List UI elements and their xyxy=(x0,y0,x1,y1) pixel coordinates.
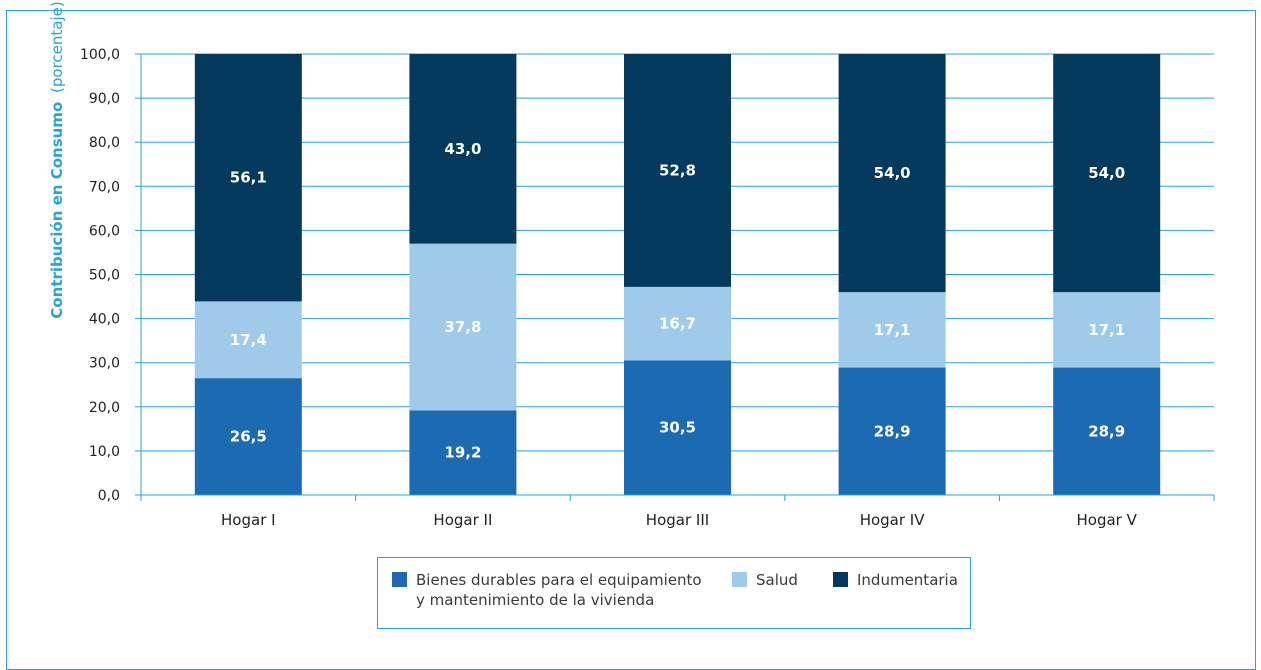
bar-segment-3 xyxy=(1053,54,1161,293)
bar-segment-3 xyxy=(409,54,517,244)
bar-segment-1 xyxy=(409,410,517,495)
stacked-bar-chart: 0,0 10,0 20,0 30,0 40,0 50,0 60,0 70,0 80,0 90,0 1… xyxy=(48,1,1215,529)
legend-swatch-bienes-durables xyxy=(392,572,407,587)
x-tick-label: Hogar II xyxy=(433,511,492,529)
y-axis-title: Contribución en Consumo (porcentaje) xyxy=(48,1,66,318)
legend-item-salud: Salud xyxy=(732,570,798,590)
legend-label-indumentaria: Indumentaria xyxy=(857,571,958,589)
data-label: 28,9 xyxy=(874,422,911,440)
data-label: 26,5 xyxy=(230,428,267,446)
data-label: 54,0 xyxy=(874,164,911,182)
bar-segment-2 xyxy=(409,243,517,411)
bar-segment-1 xyxy=(194,378,302,495)
bar-segment-2 xyxy=(1053,292,1161,368)
data-label: 16,7 xyxy=(659,315,696,333)
bar-segment-2 xyxy=(194,301,302,379)
y-axis-title-bold: Contribución en Consumo xyxy=(48,102,66,319)
legend-label-bienes-durables: Bienes durables para el equipamiento y m… xyxy=(416,570,702,610)
data-label: 43,0 xyxy=(444,140,481,158)
y-tick-label: 90,0 xyxy=(89,91,120,107)
y-tick-label: 50,0 xyxy=(89,268,120,284)
data-label: 19,2 xyxy=(444,444,481,462)
x-axis: Hogar I Hogar II Hogar III Hogar IV Hogar V xyxy=(140,494,1215,529)
data-label: 17,4 xyxy=(230,331,267,349)
y-tick-label: 30,0 xyxy=(89,356,120,372)
data-label: 54,0 xyxy=(1088,164,1125,182)
legend-label-salud: Salud xyxy=(756,571,798,589)
x-tick-label: Hogar III xyxy=(646,511,709,529)
legend-label-line1: Bienes durables para el equipamiento xyxy=(416,571,702,589)
data-label: 28,9 xyxy=(1088,422,1125,440)
legend-item-bienes-durables: Bienes durables para el equipamiento y m… xyxy=(392,570,702,610)
bar-segment-3 xyxy=(624,54,731,287)
data-label: 17,1 xyxy=(874,321,911,339)
y-tick-label: 100,0 xyxy=(80,47,120,63)
x-tick-label: Hogar V xyxy=(1077,511,1138,529)
y-tick-label: 80,0 xyxy=(89,135,120,151)
bar-segment-3 xyxy=(838,54,946,293)
legend-label-line2: y mantenimiento de la vivienda xyxy=(416,591,655,609)
bar-segment-1 xyxy=(624,360,731,495)
bars: 26,5 17,4 56,1 19,2 37,8 43,0 30,5 16,7 52,8 28,9… xyxy=(194,54,1161,495)
bar-segment-1 xyxy=(1053,367,1161,495)
data-label: 17,1 xyxy=(1088,321,1125,339)
y-axis: 0,0 10,0 20,0 30,0 40,0 50,0 60,0 70,0 80,0 90,0 1… xyxy=(80,47,142,504)
y-tick-label: 20,0 xyxy=(89,400,120,416)
y-tick-label: 10,0 xyxy=(89,444,120,460)
x-tick-label: Hogar IV xyxy=(860,511,926,529)
y-tick-label: 70,0 xyxy=(89,179,120,195)
bar-segment-2 xyxy=(838,292,946,368)
y-tick-label: 60,0 xyxy=(89,223,120,239)
legend: Bienes durables para el equipamiento y m… xyxy=(377,557,971,629)
data-label: 37,8 xyxy=(444,318,481,336)
legend-swatch-indumentaria xyxy=(833,572,848,587)
y-tick-label: 0,0 xyxy=(98,488,120,504)
data-label: 30,5 xyxy=(659,419,696,437)
y-tick-label: 40,0 xyxy=(89,312,120,328)
bar-segment-2 xyxy=(624,286,731,361)
legend-item-indumentaria: Indumentaria xyxy=(833,570,958,590)
legend-swatch-salud xyxy=(732,572,747,587)
y-axis-title-light: (porcentaje) xyxy=(48,1,66,93)
bar-segment-1 xyxy=(838,367,946,495)
bar-segment-3 xyxy=(194,54,302,302)
data-label: 56,1 xyxy=(230,169,267,187)
x-tick-label: Hogar I xyxy=(221,511,276,529)
data-label: 52,8 xyxy=(659,161,696,179)
